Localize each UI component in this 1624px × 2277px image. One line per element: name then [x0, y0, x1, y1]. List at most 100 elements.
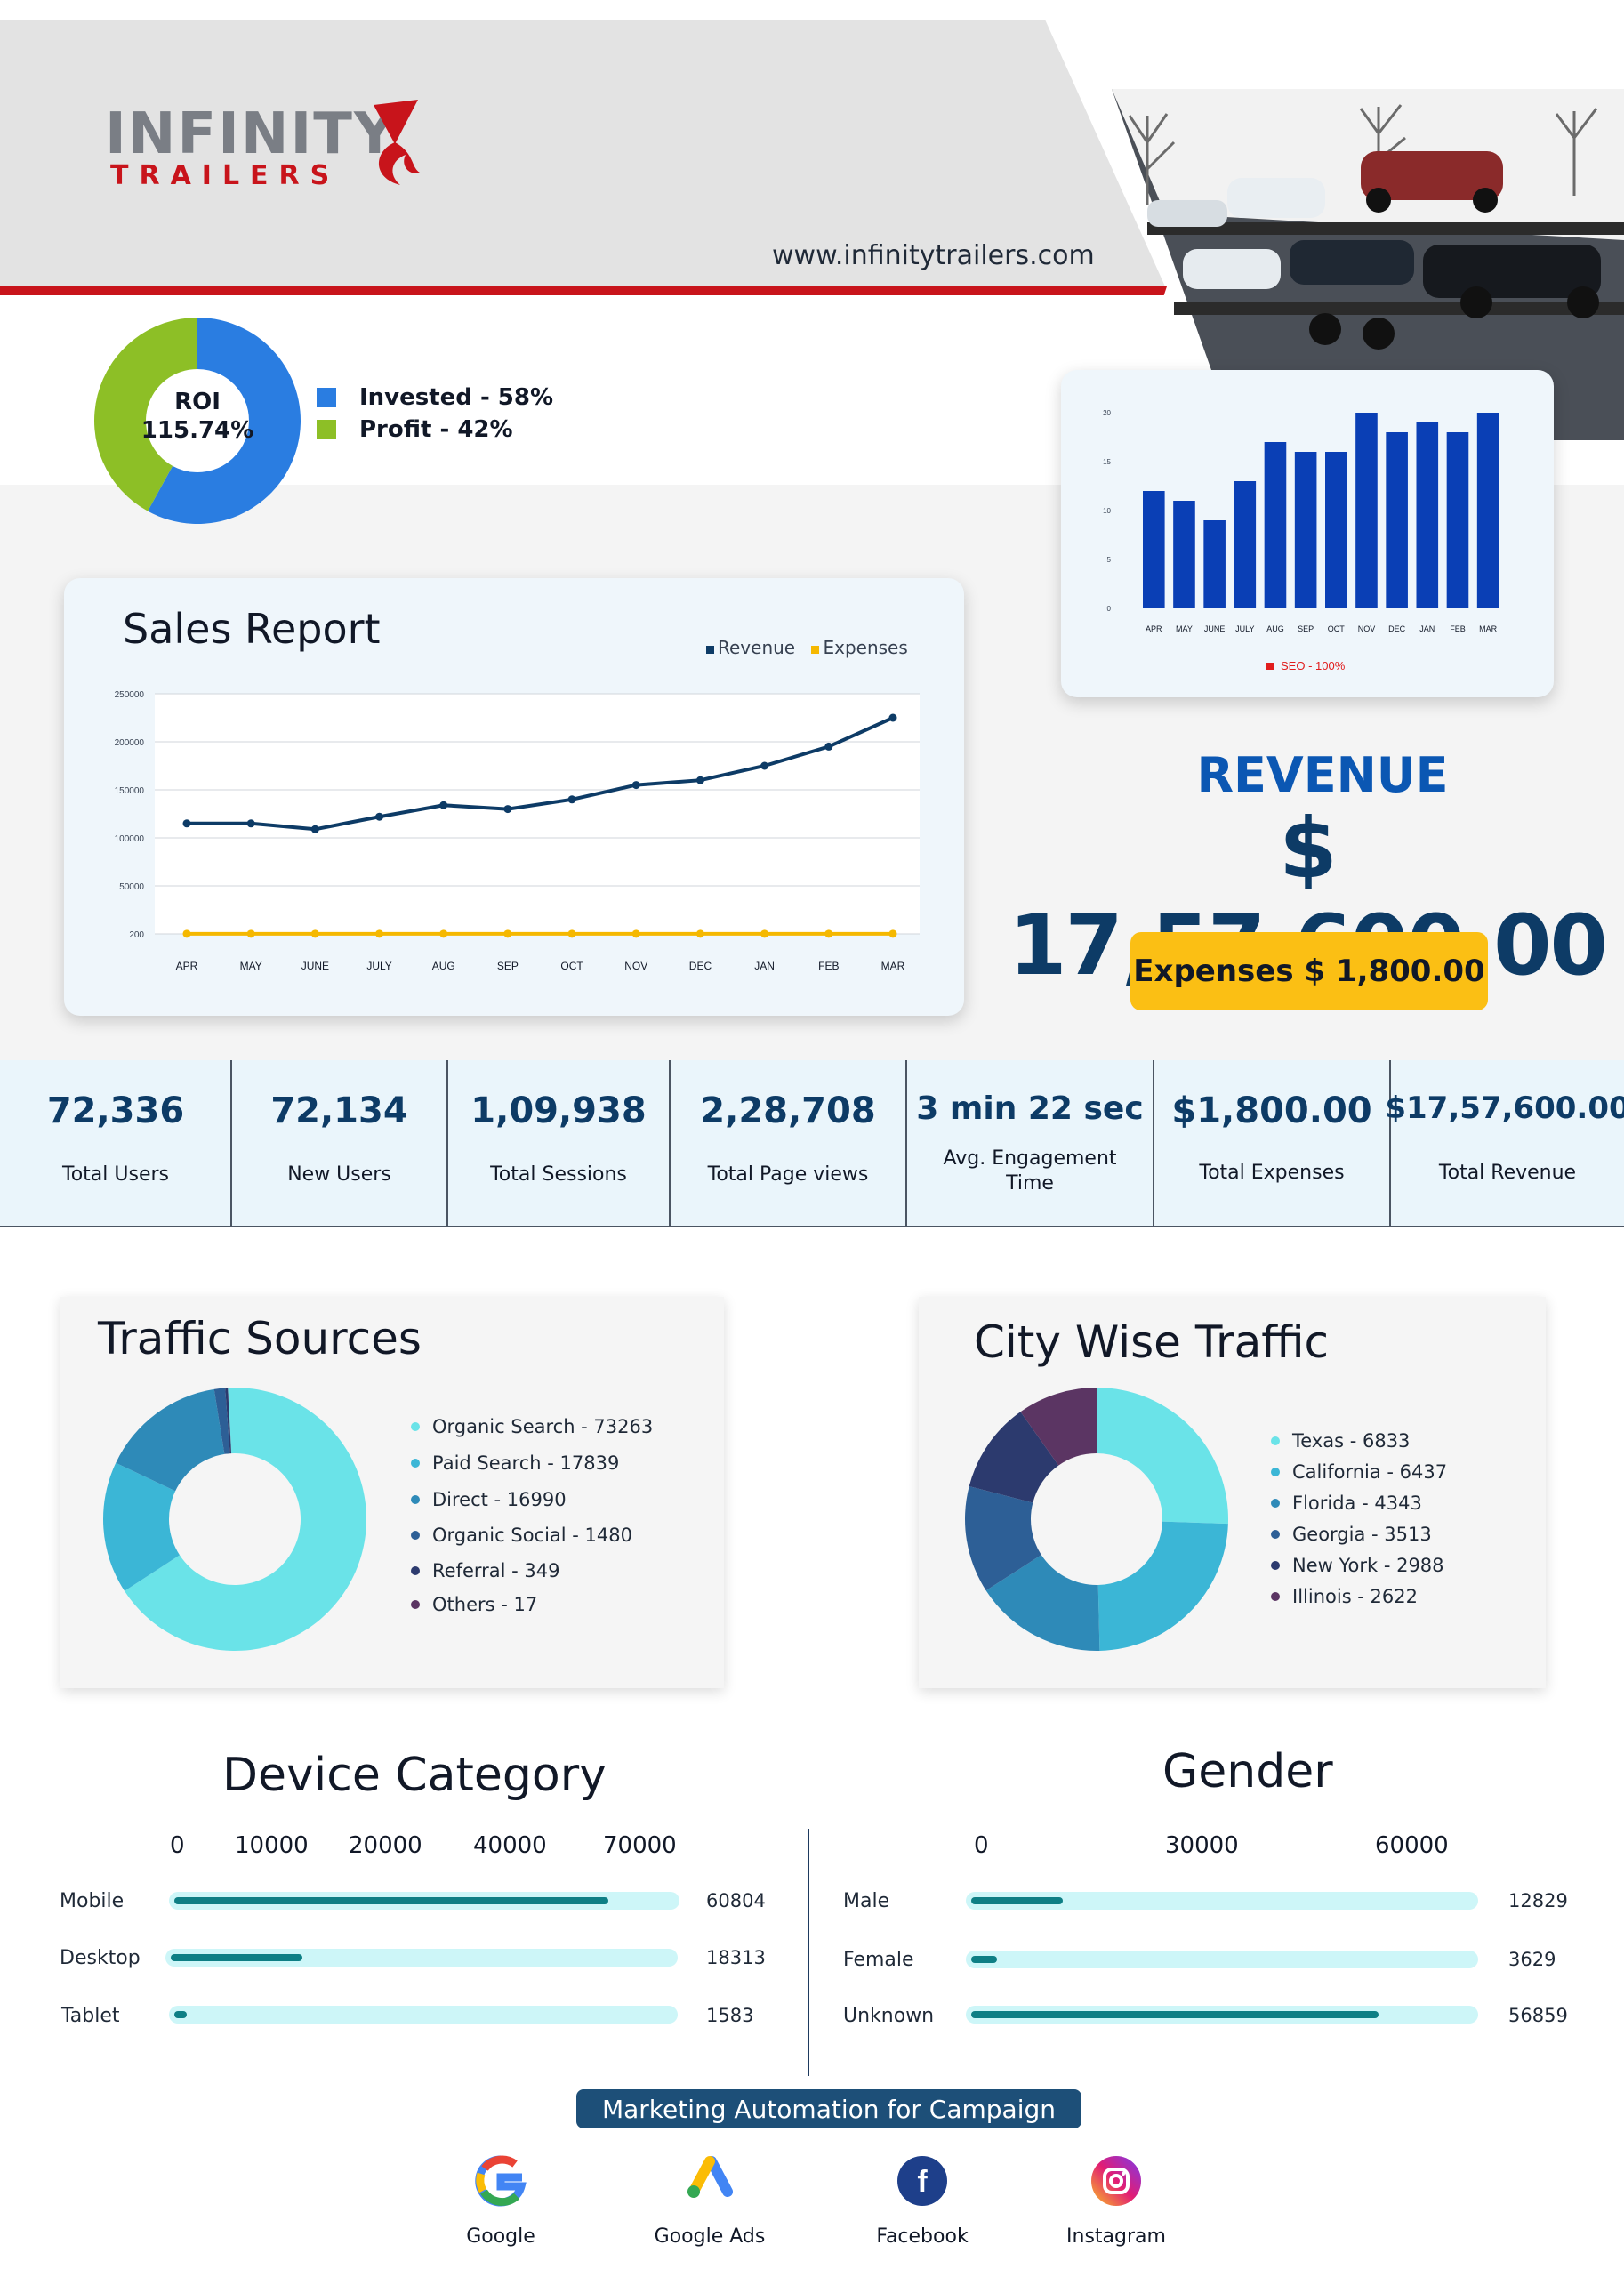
seo-x-tick-label: FEB [1450, 624, 1466, 633]
expenses-legend-label: Expenses [823, 637, 908, 658]
sales-point-revenue [760, 761, 769, 770]
seo-x-tick-label: OCT [1328, 624, 1346, 633]
seo-bar [1143, 491, 1165, 608]
sales-point-revenue [246, 819, 255, 828]
roi-value: 115.74% [141, 417, 254, 444]
donut-slice-texas [1097, 1388, 1228, 1525]
svg-text:f: f [917, 2165, 928, 2199]
gender-bar-male [971, 1897, 1064, 1904]
sales-report-title: Sales Report [123, 605, 381, 653]
kpi-divider [1153, 1060, 1154, 1226]
kpi-divider [230, 1060, 232, 1226]
sales-point-expenses [760, 929, 769, 938]
roi-label: ROI [174, 389, 221, 415]
device-category-label: Desktop [60, 1947, 141, 1969]
city-traffic-title: City Wise Traffic [974, 1316, 1330, 1368]
legend-dot [1271, 1530, 1280, 1539]
device-bar-track [165, 1949, 678, 1967]
gender-bar-track [966, 1892, 1478, 1910]
seo-y-tick-label: 10 [1103, 507, 1111, 515]
device-category-label: Mobile [60, 1890, 125, 1912]
donut-slice-paid-search [102, 1462, 181, 1591]
city-legend-item: California - 6437 [1271, 1461, 1447, 1483]
seo-y-tick-label: 0 [1107, 605, 1112, 613]
profit-legend-label: Profit - 42% [359, 416, 513, 443]
sales-series-line-revenue [187, 716, 894, 832]
seo-x-tick-label: MAR [1479, 624, 1498, 633]
kpi-total-revenue: $17,57,600.00 Total Revenue [1385, 1060, 1624, 1226]
sales-y-tick-label: 150000 [115, 786, 145, 796]
city-legend-item: New York - 2988 [1271, 1555, 1444, 1576]
kpi-strip: 72,336 Total Users 72,134 New Users 1,09… [0, 1060, 1624, 1227]
gender-category-label: Female [843, 1949, 914, 1971]
kpi-divider [905, 1060, 907, 1226]
legend-dot [1271, 1561, 1280, 1570]
device-bar-track [169, 2006, 678, 2024]
google-ads-label: Google Ads [654, 2225, 766, 2248]
instagram-label: Instagram [1066, 2225, 1166, 2248]
sales-x-tick-label: SEP [497, 960, 519, 972]
legend-dot [411, 1459, 420, 1468]
sales-point-expenses [246, 929, 255, 938]
legend-label: Texas - 6833 [1292, 1430, 1411, 1452]
seo-bar [1355, 413, 1378, 608]
kpi-value: $17,57,600.00 [1385, 1090, 1624, 1126]
legend-dot [1271, 1592, 1280, 1601]
city-legend-item: Georgia - 3513 [1271, 1524, 1432, 1545]
device-x-tick: 70000 [603, 1832, 677, 1859]
legend-label: New York - 2988 [1292, 1555, 1444, 1576]
traffic-legend-item: Referral - 349 [411, 1560, 560, 1581]
kpi-total-expenses: $1,800.00 Total Expenses [1154, 1060, 1389, 1226]
sales-x-tick-label: JULY [366, 960, 391, 972]
kpi-label: Total Page views [707, 1163, 869, 1186]
sales-point-revenue [888, 713, 897, 722]
sales-point-revenue [824, 742, 833, 751]
seo-bar [1416, 422, 1439, 608]
legend-dot [411, 1531, 420, 1540]
legend-dot [411, 1422, 420, 1431]
device-bar-track [169, 1892, 679, 1910]
seo-x-tick-label: JAN [1419, 624, 1435, 633]
revenue-legend-label: Revenue [718, 637, 796, 658]
donut-slice-invested [148, 318, 301, 524]
kpi-divider [446, 1060, 448, 1226]
kpi-label: Total Expenses [1199, 1162, 1345, 1184]
sales-legend: Revenue Expenses [706, 637, 908, 658]
bar-section-divider [808, 1829, 809, 2076]
kpi-total-sessions: 1,09,938 Total Sessions [448, 1060, 669, 1226]
kpi-label: Total Sessions [490, 1163, 627, 1186]
sales-point-expenses [824, 929, 833, 938]
gender-value-label: 56859 [1508, 2005, 1568, 2026]
facebook-icon: f [897, 2156, 947, 2206]
traffic-legend-item: Direct - 16990 [411, 1489, 567, 1510]
sales-x-tick-label: JAN [754, 960, 775, 972]
kpi-value: 1,09,938 [470, 1090, 647, 1131]
instagram-channel[interactable]: Instagram [1027, 2152, 1205, 2248]
sales-line-chart: 250000 200000 150000 100000 50000 200 APR MAY JU… [115, 690, 920, 972]
city-traffic-donut [965, 1388, 1228, 1651]
infinity-trailers-logo: INFINITY TRAILERS [98, 98, 420, 196]
sales-x-tick-label: DEC [689, 960, 712, 972]
legend-label: Referral - 349 [432, 1560, 560, 1581]
gender-category-label: Male [843, 1890, 890, 1912]
website-url[interactable]: www.infinitytrailers.com [772, 240, 1095, 271]
seo-x-tick-label: APR [1146, 624, 1162, 633]
city-legend-item: Texas - 6833 [1271, 1430, 1410, 1452]
google-channel[interactable]: Google [412, 2152, 590, 2248]
sales-point-expenses [439, 929, 448, 938]
facebook-label: Facebook [876, 2225, 969, 2248]
google-ads-channel[interactable]: Google Ads [621, 2152, 799, 2248]
invested-legend-swatch [317, 388, 336, 407]
seo-x-tick-label: NOV [1358, 624, 1376, 633]
kpi-new-users: 72,134 New Users [232, 1060, 446, 1226]
sales-x-tick-label: MAR [881, 960, 905, 972]
traffic-legend-item: Others - 17 [411, 1594, 537, 1615]
kpi-label: New Users [287, 1163, 391, 1186]
kpi-divider [669, 1060, 671, 1226]
gender-bar-unknown [971, 2011, 1379, 2018]
sales-y-tick-label: 50000 [119, 882, 144, 892]
facebook-channel[interactable]: f Facebook [833, 2152, 1011, 2248]
sales-point-revenue [182, 819, 191, 828]
legend-dot [411, 1600, 420, 1609]
seo-bar-chart: 20 15 10 5 0 APR MAY JUNE JULY AUG SEP OCT NOV DEC JAN… [1103, 409, 1499, 672]
